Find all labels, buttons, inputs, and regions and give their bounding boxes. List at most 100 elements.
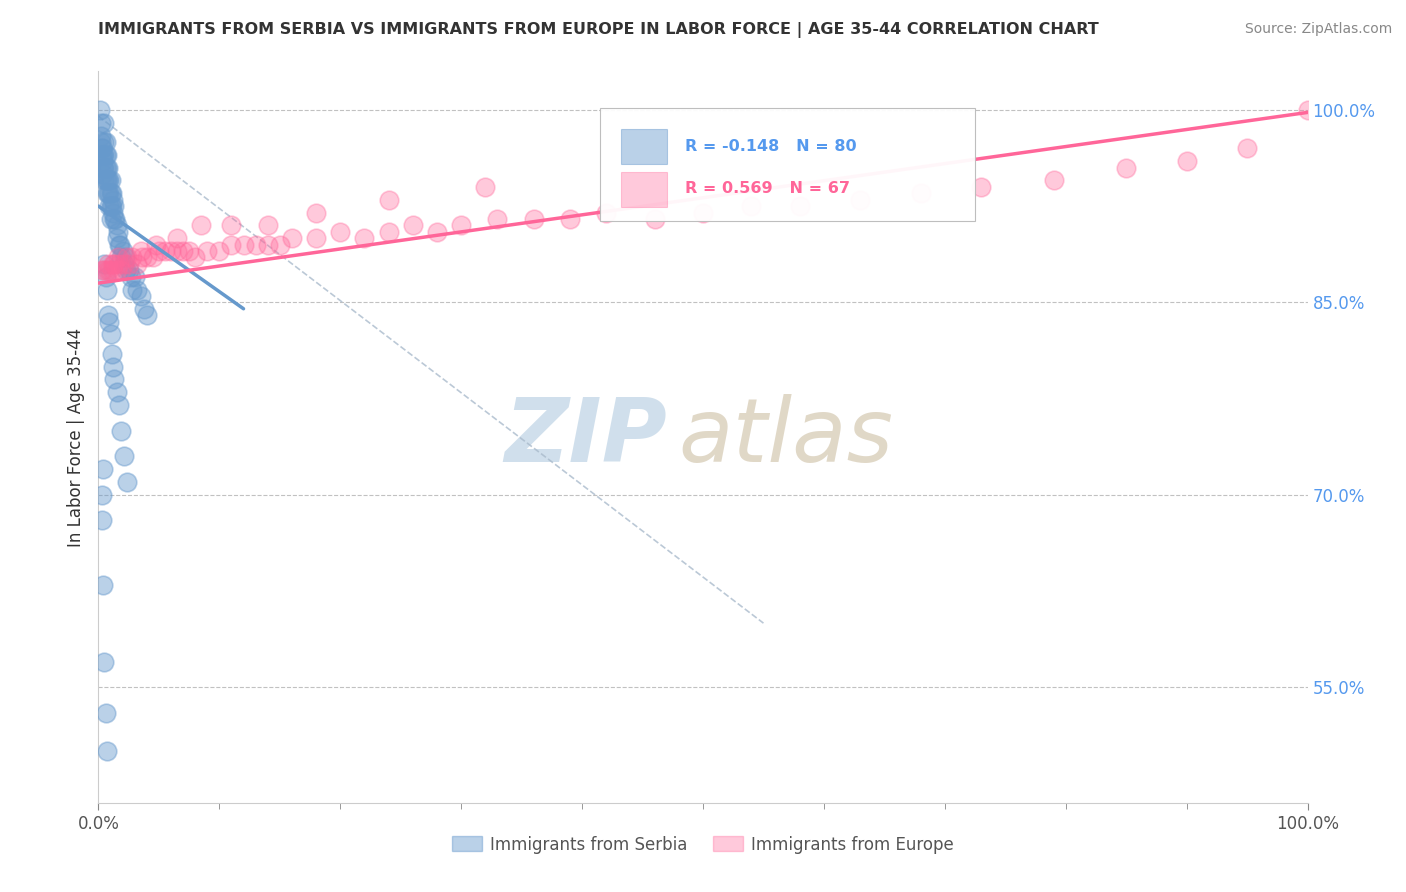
Point	[127, 257, 149, 271]
Point	[166, 231, 188, 245]
Point	[91, 167, 114, 181]
Point	[100, 199, 122, 213]
Point	[245, 237, 267, 252]
Point	[221, 237, 243, 252]
Point	[91, 154, 114, 169]
Point	[96, 263, 118, 277]
Point	[114, 251, 136, 265]
Point	[90, 116, 112, 130]
Point	[118, 263, 141, 277]
Point	[105, 385, 128, 400]
Point	[450, 219, 472, 233]
Point	[474, 179, 496, 194]
Point	[94, 135, 117, 149]
Point	[112, 257, 135, 271]
Point	[131, 251, 153, 265]
Point	[142, 251, 165, 265]
Point	[93, 161, 115, 175]
Point	[129, 289, 152, 303]
Text: Source: ZipAtlas.com: Source: ZipAtlas.com	[1244, 22, 1392, 37]
Point	[172, 244, 194, 258]
Point	[1236, 141, 1258, 155]
Point	[96, 744, 118, 758]
Point	[179, 244, 201, 258]
Point	[121, 251, 143, 265]
Point	[93, 135, 115, 149]
Legend: Immigrants from Serbia, Immigrants from Europe: Immigrants from Serbia, Immigrants from …	[446, 829, 960, 860]
Point	[305, 231, 328, 245]
Point	[89, 103, 111, 117]
Point	[129, 244, 152, 258]
Point	[97, 186, 120, 201]
Point	[91, 141, 114, 155]
Point	[98, 315, 121, 329]
Point	[377, 193, 399, 207]
Point	[329, 225, 352, 239]
Point	[108, 237, 131, 252]
Point	[91, 161, 114, 175]
Text: atlas: atlas	[679, 394, 894, 480]
Point	[110, 424, 132, 438]
Point	[98, 173, 121, 187]
Point	[90, 128, 112, 143]
Point	[121, 283, 143, 297]
Point	[153, 244, 176, 258]
Point	[96, 148, 118, 162]
Point	[145, 237, 167, 252]
Point	[91, 577, 114, 591]
Point	[112, 257, 135, 271]
Point	[90, 135, 112, 149]
Point	[100, 173, 122, 187]
Point	[1115, 161, 1137, 175]
Point	[100, 346, 122, 360]
Point	[134, 301, 156, 316]
Point	[100, 186, 122, 201]
Point	[110, 263, 132, 277]
Point	[93, 263, 115, 277]
Point	[97, 257, 120, 271]
Point	[91, 514, 114, 528]
Point	[98, 199, 121, 213]
Point	[104, 211, 127, 226]
Point	[100, 327, 122, 342]
Point	[135, 308, 157, 322]
Point	[1296, 103, 1319, 117]
Point	[96, 283, 118, 297]
Point	[107, 251, 129, 265]
Point	[105, 231, 128, 245]
Point	[110, 251, 132, 265]
Point	[94, 706, 117, 720]
Point	[94, 269, 117, 284]
Point	[93, 148, 115, 162]
Point	[93, 116, 115, 130]
Point	[108, 398, 131, 412]
Point	[124, 269, 146, 284]
Point	[692, 205, 714, 219]
Point	[91, 141, 114, 155]
Point	[101, 205, 124, 219]
Point	[103, 257, 125, 271]
Point	[184, 251, 207, 265]
Point	[112, 450, 135, 464]
Point	[94, 148, 117, 162]
Point	[269, 237, 291, 252]
Point	[160, 244, 183, 258]
Point	[849, 193, 872, 207]
Point	[118, 257, 141, 271]
Point	[195, 244, 218, 258]
Point	[256, 219, 278, 233]
Point	[97, 161, 120, 175]
Point	[97, 173, 120, 187]
Point	[91, 488, 114, 502]
Point	[108, 237, 131, 252]
Point	[100, 199, 122, 213]
Point	[221, 219, 243, 233]
Point	[120, 269, 142, 284]
Point	[91, 462, 114, 476]
FancyBboxPatch shape	[621, 129, 666, 164]
Point	[93, 655, 115, 669]
Point	[103, 372, 125, 386]
Y-axis label: In Labor Force | Age 35-44: In Labor Force | Age 35-44	[66, 327, 84, 547]
Point	[103, 199, 125, 213]
Point	[96, 186, 118, 201]
